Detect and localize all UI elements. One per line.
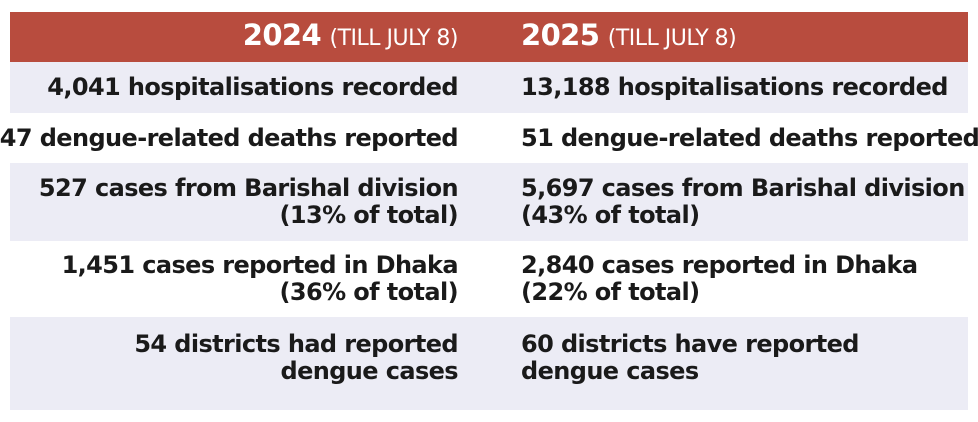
cell-line: 2,840 cases reported in Dhaka — [521, 251, 918, 279]
header-year-2025: 2025 — [521, 18, 600, 52]
cell-line: 51 dengue-related deaths reported — [521, 123, 978, 152]
cell-line: 13,188 hospitalisations recorded — [521, 73, 948, 101]
cell-2025: 5,697 cases from Barishal division (43% … — [521, 163, 965, 241]
cell-line: 54 districts had reported — [134, 330, 458, 358]
cell-2024: 47 dengue-related deaths reported — [0, 113, 459, 163]
table-row-districts: 54 districts had reported dengue cases 6… — [10, 317, 968, 410]
cell-line: 4,041 hospitalisations recorded — [47, 73, 458, 101]
cell-2024: 4,041 hospitalisations recorded — [47, 62, 458, 113]
cell-2024: 1,451 cases reported in Dhaka (36% of to… — [61, 241, 459, 317]
cell-line: 47 dengue-related deaths reported — [0, 123, 459, 152]
header-2024: 2024 (TILL JULY 8) — [242, 12, 459, 62]
cell-2025: 60 districts have reported dengue cases — [521, 317, 859, 410]
table-header: 2024 (TILL JULY 8) 2025 (TILL JULY 8) — [10, 12, 968, 62]
cell-line: 527 cases from Barishal division — [38, 174, 459, 202]
cell-line: 1,451 cases reported in Dhaka — [61, 251, 459, 279]
table-row-dhaka: 1,451 cases reported in Dhaka (36% of to… — [10, 241, 968, 317]
cell-line: dengue cases — [521, 357, 699, 385]
header-qualifier-2024: (TILL JULY 8) — [329, 26, 459, 51]
cell-2024: 527 cases from Barishal division (13% of… — [38, 163, 459, 241]
table-row-barishal: 527 cases from Barishal division (13% of… — [10, 163, 968, 241]
cell-2025: 2,840 cases reported in Dhaka (22% of to… — [521, 241, 918, 317]
header-year-2024: 2024 — [242, 18, 322, 52]
cell-line: 60 districts have reported — [521, 330, 859, 358]
cell-line: (22% of total) — [521, 278, 700, 306]
cell-line: (43% of total) — [521, 201, 700, 229]
cell-line: (13% of total) — [279, 201, 459, 229]
cell-2024: 54 districts had reported dengue cases — [134, 317, 458, 410]
cell-2025: 13,188 hospitalisations recorded — [521, 62, 948, 113]
table-row-deaths: 47 dengue-related deaths reported 51 den… — [0, 113, 978, 163]
header-2025: 2025 (TILL JULY 8) — [521, 12, 737, 62]
cell-line: dengue cases — [280, 357, 458, 385]
cell-line: 5,697 cases from Barishal division — [521, 174, 965, 202]
cell-2025: 51 dengue-related deaths reported — [521, 113, 978, 163]
header-qualifier-2025: (TILL JULY 8) — [607, 26, 737, 51]
comparison-table: 2024 (TILL JULY 8) 2025 (TILL JULY 8) 4,… — [0, 12, 978, 410]
cell-line: (36% of total) — [279, 278, 459, 306]
table-row-hospitalisations: 4,041 hospitalisations recorded 13,188 h… — [10, 62, 968, 113]
